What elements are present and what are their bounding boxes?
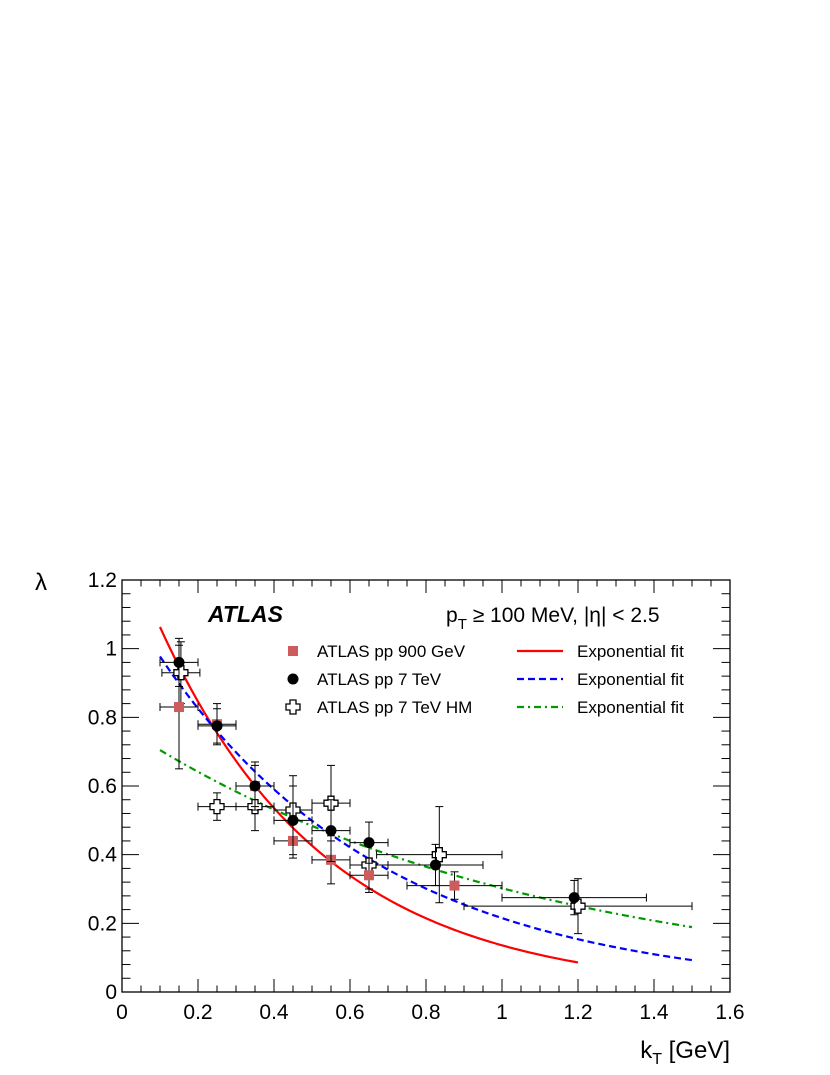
marker: [173, 656, 185, 668]
marker: [364, 870, 374, 881]
marker: [211, 720, 223, 732]
data-point-2-1: [159, 637, 199, 687]
x-tick-label: 0.2: [183, 1001, 212, 1024]
data-point-2-4: [273, 785, 313, 856]
y-tick-label: 0.2: [88, 912, 117, 935]
x-tick-label: 1.2: [563, 1001, 592, 1024]
x-tick-label: 0.4: [259, 1001, 289, 1024]
x-tick-label: 0.8: [411, 1001, 440, 1024]
data-point-2-7: [387, 843, 484, 887]
x-tick-label: 1: [496, 1001, 508, 1024]
data-layer: [159, 637, 693, 935]
data-point-2-3: [235, 761, 275, 811]
cuts-label: pT ≥ 100 MeV, |η| < 2.5: [446, 604, 660, 633]
legend-label-2: ATLAS pp 7 TeV: [317, 670, 442, 689]
frame-layer: 0 0.2 0.4 0.6 0.8 1 1.2 1.4 1.6 0 0.2 0.4 0.6 0.8 1 1.2: [88, 569, 745, 1024]
x-axis-title: kT [GeV]: [640, 1037, 730, 1068]
data-point-2-8: [501, 879, 647, 916]
legend-fit-label-3: Exponential fit: [577, 698, 684, 717]
marker: [430, 859, 441, 871]
marker: [174, 702, 184, 713]
y-tick-label: 0.8: [88, 706, 117, 729]
y-tick-label: 0.6: [88, 775, 117, 798]
y-tick-label: 0: [105, 981, 117, 1004]
legend-fit-label-2: Exponential fit: [577, 670, 684, 689]
marker: [570, 898, 586, 914]
marker: [173, 665, 189, 681]
marker: [363, 837, 375, 849]
y-tick-label: 0.4: [88, 844, 118, 867]
marker: [209, 798, 225, 815]
legend-fit-label-1: Exponential fit: [577, 642, 684, 661]
fit-curve-2: [159, 655, 693, 962]
legend-marker-3: [285, 699, 301, 715]
legend-label-3: ATLAS pp 7 TeV HM: [317, 698, 472, 717]
legend: ATLAS pp 900 GeV ATLAS pp 7 TeV ATLAS pp 7…: [285, 642, 684, 717]
data-point-3-7: [376, 806, 503, 904]
marker: [449, 880, 460, 891]
legend-marker-2: [287, 673, 299, 685]
x-tick-label: 0: [116, 1001, 128, 1024]
legend-label-1: ATLAS pp 900 GeV: [317, 642, 466, 661]
data-point-1-7: [406, 871, 503, 900]
marker: [287, 814, 299, 826]
experiment-label: ATLAS: [207, 601, 284, 627]
y-axis-title: λ: [35, 569, 47, 596]
label-layer: ATLAS pT ≥ 100 MeV, |η| < 2.5 λ kT [GeV]: [35, 569, 730, 1068]
marker: [431, 847, 447, 863]
x-tick-label: 1.6: [715, 1001, 744, 1024]
fit-curve-3: [159, 749, 693, 929]
x-tick-label: 0.6: [335, 1001, 364, 1024]
data-point-2-5: [311, 799, 351, 863]
marker: [249, 780, 261, 792]
data-point-3-2: [197, 792, 237, 821]
y-tick-label: 1.2: [88, 569, 117, 592]
data-point-3-8: [463, 878, 693, 935]
marker: [568, 892, 580, 904]
x-tick-label: 1.4: [639, 1001, 669, 1024]
data-point-2-2: [197, 708, 237, 744]
data-point-2-6: [349, 821, 389, 864]
marker: [325, 825, 337, 837]
data-point-3-1: [161, 641, 201, 705]
y-tick-label: 1: [105, 638, 117, 661]
legend-marker-1: [288, 646, 298, 656]
